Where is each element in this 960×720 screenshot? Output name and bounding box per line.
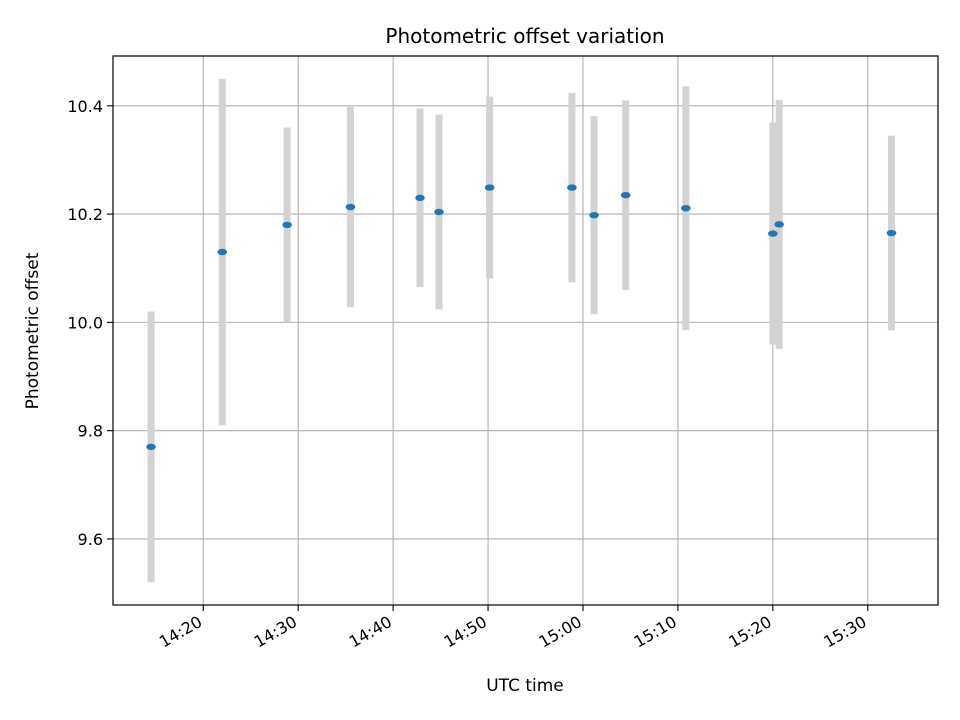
data-point bbox=[886, 229, 897, 237]
data-point bbox=[681, 204, 691, 212]
data-point bbox=[434, 208, 444, 216]
y-tick-label: 9.6 bbox=[78, 530, 103, 549]
plot-frame bbox=[112, 55, 939, 606]
data-point bbox=[345, 203, 356, 211]
y-tick-label: 10.2 bbox=[67, 205, 103, 224]
data-point bbox=[146, 443, 156, 451]
data-point bbox=[774, 221, 784, 228]
data-point bbox=[768, 230, 778, 237]
data-point bbox=[589, 211, 599, 219]
data-points bbox=[146, 184, 897, 451]
grid bbox=[113, 56, 938, 605]
x-axis-label: UTC time bbox=[486, 676, 564, 696]
y-axis-ticks: 9.6 9.8 10.0 10.2 10.4 bbox=[67, 97, 113, 549]
data-point bbox=[484, 184, 495, 191]
y-axis-label: Photometric offset bbox=[23, 252, 43, 409]
chart-title: Photometric offset variation bbox=[385, 24, 664, 48]
data-point bbox=[217, 248, 228, 256]
y-tick-label: 10.0 bbox=[67, 313, 103, 332]
data-point bbox=[567, 184, 577, 191]
data-point bbox=[620, 191, 631, 199]
y-tick-label: 9.8 bbox=[78, 422, 103, 441]
y-tick-label: 10.4 bbox=[67, 97, 103, 116]
data-point bbox=[415, 194, 425, 202]
data-point bbox=[282, 221, 292, 229]
